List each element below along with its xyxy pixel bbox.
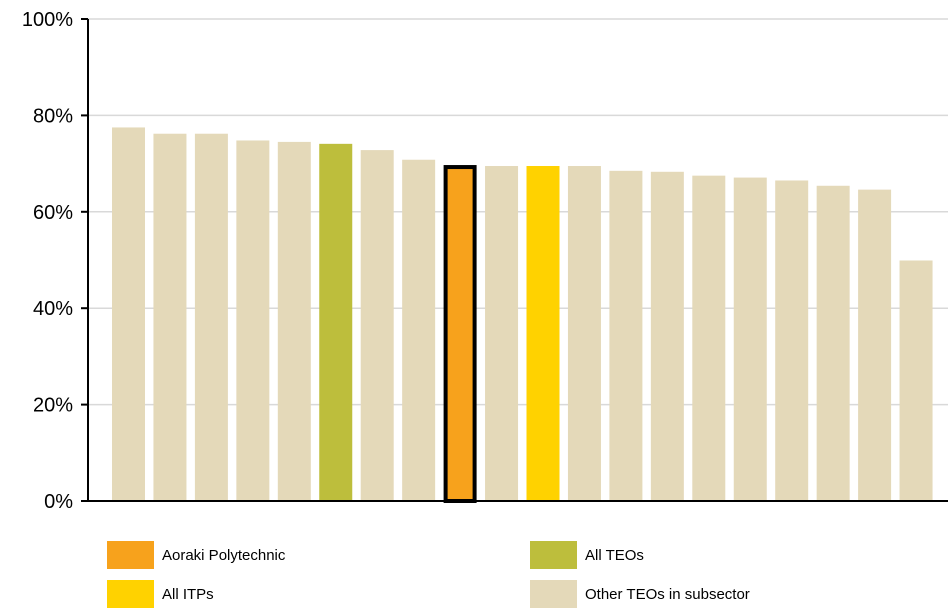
y-tick-label-20: 20% [33,395,73,417]
legend-label-all-itps: All ITPs [162,585,214,603]
legend-swatch-all-itps [107,580,154,608]
bar-2 [194,133,228,501]
bar-13 [650,171,684,501]
bar-14 [692,175,726,501]
bar-12 [609,170,643,501]
legend-label-aoraki: Aoraki Polytechnic [162,546,286,564]
bar-10 [526,166,560,501]
bar-15 [733,177,767,501]
y-tick-label-0: 0% [44,491,73,513]
legend-label-all-teos: All TEOs [585,546,644,564]
y-tick-label-100: 100% [22,9,73,31]
legend-item-other-teos: Other TEOs in subsector [530,580,750,608]
bar-19 [899,260,933,501]
bar-7 [402,159,436,501]
bar-9 [485,166,519,501]
y-tick-label-80: 80% [33,105,73,127]
bar-16 [775,180,809,501]
legend-swatch-all-teos [530,541,577,569]
legend-item-all-teos: All TEOs [530,541,644,569]
y-tick-label-40: 40% [33,298,73,320]
bar-17 [816,185,850,501]
legend-item-all-itps: All ITPs [107,580,214,608]
legend-item-aoraki: Aoraki Polytechnic [107,541,285,569]
bar-18 [858,189,892,502]
bar-5 [319,143,353,501]
legend-label-other-teos: Other TEOs in subsector [585,585,750,603]
bar-3 [236,140,270,502]
legend-swatch-aoraki [107,541,154,569]
bar-11 [567,166,601,501]
bar-4 [277,141,311,501]
legend-swatch-other-teos [530,580,577,608]
bar-0 [112,127,145,501]
bar-1 [153,133,187,501]
y-tick-label-60: 60% [33,202,73,224]
bar-6 [360,150,394,501]
bar-8-aoraki [443,165,477,504]
